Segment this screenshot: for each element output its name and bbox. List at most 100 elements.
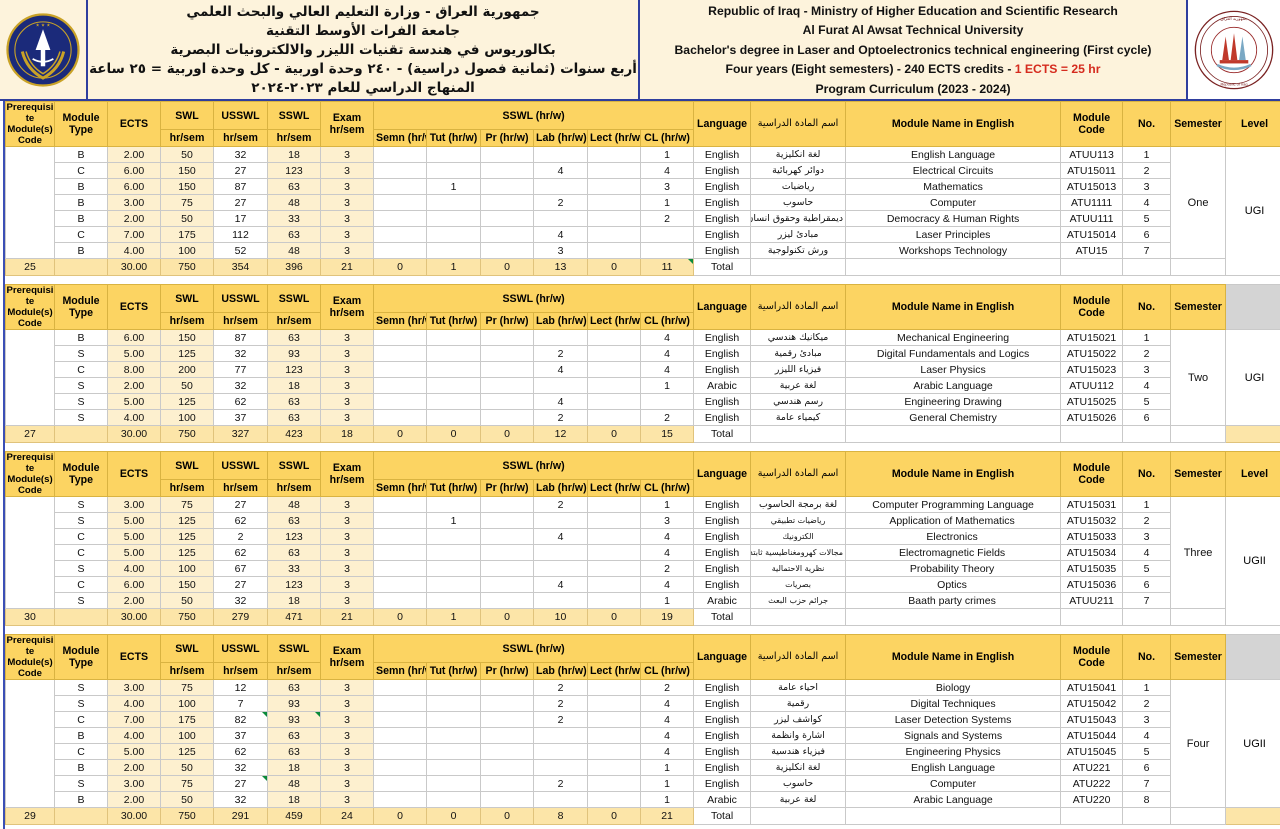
module-name-en-cell[interactable]: English Language [845, 759, 1062, 776]
cl-cell[interactable]: 2 [639, 560, 695, 577]
usswl-cell[interactable]: 27 [213, 162, 268, 179]
ects-cell[interactable]: 2.00 [107, 791, 161, 808]
arabic-module-name-cell[interactable]: اشارة وانظمة [750, 727, 847, 744]
lect-cell[interactable] [587, 393, 641, 410]
sswl-cell[interactable]: 33 [267, 210, 321, 227]
tut-cell[interactable] [426, 544, 481, 561]
module-no-cell[interactable]: 4 [1122, 727, 1172, 744]
lect-cell[interactable] [587, 496, 641, 513]
module-no-cell[interactable]: 6 [1122, 226, 1172, 243]
ects-cell[interactable]: 3.00 [107, 496, 161, 513]
usswl-cell[interactable]: 12 [213, 679, 268, 696]
module-type-cell[interactable]: C [54, 528, 108, 545]
module-no-cell[interactable]: 2 [1122, 345, 1172, 362]
exam-cell[interactable]: 3 [320, 560, 374, 577]
language-cell[interactable]: English [693, 512, 752, 529]
ects-cell[interactable]: 3.00 [107, 775, 161, 792]
swl-cell[interactable]: 75 [160, 496, 214, 513]
semn-cell[interactable] [373, 226, 427, 243]
language-cell[interactable]: English [693, 178, 752, 195]
lab-cell[interactable] [533, 560, 588, 577]
sswl-cell[interactable]: 63 [267, 329, 321, 346]
module-code-cell[interactable]: ATU15034 [1060, 544, 1124, 561]
pr-cell[interactable] [480, 743, 534, 760]
sswl-cell[interactable]: 93 [267, 695, 321, 712]
module-no-cell[interactable]: 2 [1122, 162, 1172, 179]
arabic-module-name-cell[interactable]: رياضيات تطبيقي [750, 512, 847, 529]
swl-cell[interactable]: 125 [160, 743, 214, 760]
module-code-cell[interactable]: ATU15032 [1060, 512, 1124, 529]
module-code-cell[interactable]: ATUU111 [1060, 210, 1124, 227]
lect-cell[interactable] [587, 329, 641, 346]
language-cell[interactable]: English [693, 743, 752, 760]
swl-cell[interactable]: 75 [160, 775, 214, 792]
arabic-module-name-cell[interactable]: لغة عربية [750, 791, 847, 808]
arabic-module-name-cell[interactable]: حاسوب [750, 775, 847, 792]
sswl-cell[interactable]: 123 [267, 576, 321, 593]
tut-cell[interactable] [426, 393, 481, 410]
usswl-cell[interactable]: 62 [213, 544, 268, 561]
module-no-cell[interactable]: 3 [1122, 711, 1172, 728]
module-code-cell[interactable]: ATU15036 [1060, 576, 1124, 593]
module-type-cell[interactable]: S [54, 393, 108, 410]
module-name-en-cell[interactable]: Digital Fundamentals and Logics [845, 345, 1062, 362]
module-code-cell[interactable]: ATU15025 [1060, 393, 1124, 410]
pr-cell[interactable] [480, 194, 534, 211]
tut-cell[interactable] [426, 226, 481, 243]
pr-cell[interactable] [480, 146, 534, 163]
swl-cell[interactable]: 150 [160, 162, 214, 179]
curriculum-table[interactable]: Prerequisi te Module(s) Code Module Type E… [5, 101, 1280, 825]
table-row[interactable]: S 2.00 50 32 18 3 1 Arabic لغة عربية Arabic Langu… [6, 377, 1280, 394]
ects-cell[interactable]: 6.00 [107, 576, 161, 593]
module-name-en-cell[interactable]: Electronics [845, 528, 1062, 545]
lect-cell[interactable] [587, 146, 641, 163]
cl-cell[interactable]: 1 [639, 146, 695, 163]
semn-cell[interactable] [373, 695, 427, 712]
module-no-cell[interactable]: 7 [1122, 592, 1172, 609]
tut-cell[interactable] [426, 711, 481, 728]
cl-cell[interactable]: 1 [639, 791, 695, 808]
cl-cell[interactable] [639, 226, 695, 243]
prerequisite-cell[interactable] [5, 679, 55, 808]
swl-cell[interactable]: 100 [160, 727, 214, 744]
usswl-cell[interactable]: 37 [213, 409, 268, 426]
usswl-cell[interactable]: 32 [213, 759, 268, 776]
lab-cell[interactable]: 2 [533, 695, 588, 712]
module-code-cell[interactable]: ATUU113 [1060, 146, 1124, 163]
module-type-cell[interactable]: B [54, 242, 108, 259]
table-row[interactable]: B 4.00 100 52 48 3 3 English ورش تكنولوجية Worksh… [6, 242, 1280, 259]
pr-cell[interactable] [480, 576, 534, 593]
swl-cell[interactable]: 125 [160, 512, 214, 529]
lab-cell[interactable] [533, 377, 588, 394]
lect-cell[interactable] [587, 592, 641, 609]
arabic-module-name-cell[interactable]: نظرية الاحتمالية [750, 560, 847, 577]
lect-cell[interactable] [587, 361, 641, 378]
table-row[interactable]: B 2.00 50 32 18 3 1 Arabic لغة عربية Arabic Langu… [6, 791, 1280, 808]
module-code-cell[interactable]: ATU15 [1060, 242, 1124, 259]
module-name-en-cell[interactable]: Baath party crimes [845, 592, 1062, 609]
table-row[interactable]: C 6.00 150 27 123 3 4 4 English دوائر كهربائية Ele… [6, 162, 1280, 179]
semn-cell[interactable] [373, 345, 427, 362]
sswl-cell[interactable]: 63 [267, 727, 321, 744]
module-code-cell[interactable]: ATUU112 [1060, 377, 1124, 394]
module-no-cell[interactable]: 7 [1122, 775, 1172, 792]
table-row[interactable]: S 5.00 125 62 63 3 4 English رسم هندسي Engineerin… [6, 393, 1280, 410]
pr-cell[interactable] [480, 226, 534, 243]
language-cell[interactable]: English [693, 496, 752, 513]
lect-cell[interactable] [587, 791, 641, 808]
module-no-cell[interactable]: 8 [1122, 791, 1172, 808]
table-row[interactable]: B 4.00 100 37 63 3 4 English اشارة وانظمة Signals… [6, 727, 1280, 744]
table-row[interactable]: C 5.00 125 2 123 3 4 4 English الكترونيك Electroni… [6, 528, 1280, 545]
pr-cell[interactable] [480, 679, 534, 696]
ects-cell[interactable]: 2.00 [107, 759, 161, 776]
semn-cell[interactable] [373, 576, 427, 593]
lab-cell[interactable]: 4 [533, 226, 588, 243]
exam-cell[interactable]: 3 [320, 592, 374, 609]
module-name-en-cell[interactable]: Engineering Drawing [845, 393, 1062, 410]
swl-cell[interactable]: 50 [160, 759, 214, 776]
lect-cell[interactable] [587, 576, 641, 593]
tut-cell[interactable] [426, 146, 481, 163]
pr-cell[interactable] [480, 560, 534, 577]
exam-cell[interactable]: 3 [320, 377, 374, 394]
language-cell[interactable]: Arabic [693, 592, 752, 609]
